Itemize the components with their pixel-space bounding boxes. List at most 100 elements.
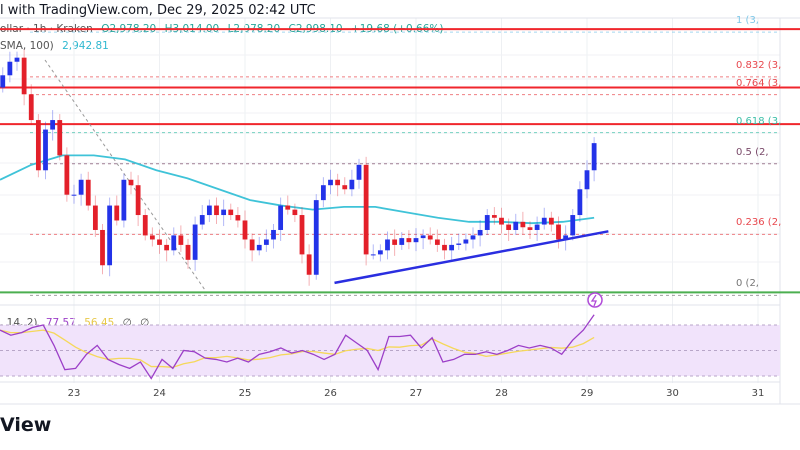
candle-up: [385, 239, 390, 251]
candle-down: [527, 227, 533, 230]
candle-up: [121, 179, 127, 221]
x-axis-tick-label: 27: [410, 388, 423, 399]
candle-up: [377, 250, 383, 255]
candle-up: [256, 244, 262, 251]
candle-up: [263, 239, 269, 245]
tradingview-logo: View: [0, 414, 52, 436]
candle-up: [563, 235, 569, 240]
fib-level-label: 0 (2,: [736, 278, 759, 290]
candle-down: [427, 235, 433, 240]
candle-down: [28, 94, 34, 121]
candle-down: [285, 205, 291, 210]
x-axis-tick-label: 28: [495, 388, 508, 399]
candle-down: [235, 215, 241, 221]
candle-down: [135, 185, 141, 216]
x-axis-tick-label: 31: [752, 388, 765, 399]
candle-up: [313, 200, 319, 275]
fib-level-label: 0.764 (3,: [736, 77, 782, 89]
candle-down: [92, 205, 98, 230]
candle-down: [306, 254, 312, 275]
candle-down: [434, 239, 440, 245]
x-axis-tick-label: 29: [581, 388, 594, 399]
candle-up: [399, 238, 405, 245]
candle-up: [7, 61, 13, 76]
x-axis-tick-label: 25: [239, 388, 252, 399]
candle-up: [0, 75, 6, 88]
fib-level-label: 0.832 (3,: [736, 59, 782, 71]
ascending-trendline: [334, 230, 609, 285]
candle-down: [392, 239, 398, 245]
candle-down: [556, 224, 561, 240]
candle-down: [178, 235, 184, 245]
candle-down: [363, 164, 369, 255]
candle-up: [328, 179, 333, 186]
candle-up: [107, 205, 113, 266]
candle-up: [484, 215, 490, 230]
candle-up: [50, 120, 56, 130]
candle-up: [449, 244, 455, 251]
candle-down: [242, 220, 248, 240]
candle-down: [157, 239, 162, 245]
candle-down: [406, 238, 412, 243]
candle-up: [43, 129, 48, 171]
candle-up: [591, 143, 597, 171]
candle-down: [292, 209, 298, 216]
candle-up: [513, 221, 519, 230]
candle-up: [370, 254, 376, 256]
candle-down: [342, 185, 348, 190]
x-axis-tick-label: 24: [153, 388, 166, 399]
candle-up: [349, 179, 355, 190]
candle-up: [356, 164, 362, 180]
candle-up: [206, 205, 212, 216]
candle-up: [477, 229, 483, 236]
rsi-line: [0, 314, 595, 380]
fib-trend-connector: [44, 59, 206, 291]
candle-up: [470, 235, 476, 240]
chart-title: l with TradingView.com, Dec 29, 2025 02:…: [0, 3, 316, 18]
candle-down: [228, 209, 234, 216]
fib-level-label: 0.618 (3,: [736, 115, 782, 127]
sma-100-line: [0, 154, 595, 225]
candle-up: [278, 205, 284, 230]
x-axis-tick-label: 30: [666, 388, 679, 399]
candle-up: [14, 57, 20, 62]
candle-down: [185, 244, 191, 260]
fib-level-label: 0.236 (2,: [736, 217, 782, 229]
candle-down: [491, 215, 497, 218]
candle-down: [249, 239, 255, 251]
candle-up: [541, 217, 547, 225]
candle-down: [164, 244, 170, 251]
candle-down: [149, 235, 155, 240]
candle-down: [520, 221, 526, 228]
candle-up: [456, 243, 462, 245]
candle-down: [128, 179, 134, 186]
candle-up: [171, 235, 177, 251]
candle-down: [85, 179, 91, 206]
candle-up: [420, 235, 426, 239]
candle-up: [534, 224, 540, 230]
candle-up: [192, 224, 198, 260]
sma-label: SMA, 100): [0, 40, 54, 52]
candle-up: [577, 189, 583, 216]
rsi-ma-line: [0, 329, 595, 368]
x-axis-tick-label: 23: [68, 388, 81, 399]
candle-down: [35, 120, 41, 171]
fib-level-label: 0.5 (2,: [736, 146, 769, 158]
lightning-icon: [590, 294, 597, 307]
x-axis-tick-label: 26: [324, 388, 337, 399]
candle-up: [463, 239, 469, 244]
candle-down: [214, 205, 219, 216]
candle-down: [142, 215, 148, 236]
candle-up: [199, 215, 205, 225]
candle-up: [584, 170, 590, 190]
fib-level-label: 1 (3,: [736, 15, 759, 27]
candle-up: [221, 209, 227, 216]
candle-up: [71, 194, 77, 196]
candle-up: [570, 215, 576, 236]
candle-up: [271, 229, 276, 240]
candle-up: [320, 185, 326, 201]
candle-down: [21, 57, 27, 95]
rsi-extra-1: ∅: [122, 317, 132, 329]
candle-down: [442, 244, 447, 251]
